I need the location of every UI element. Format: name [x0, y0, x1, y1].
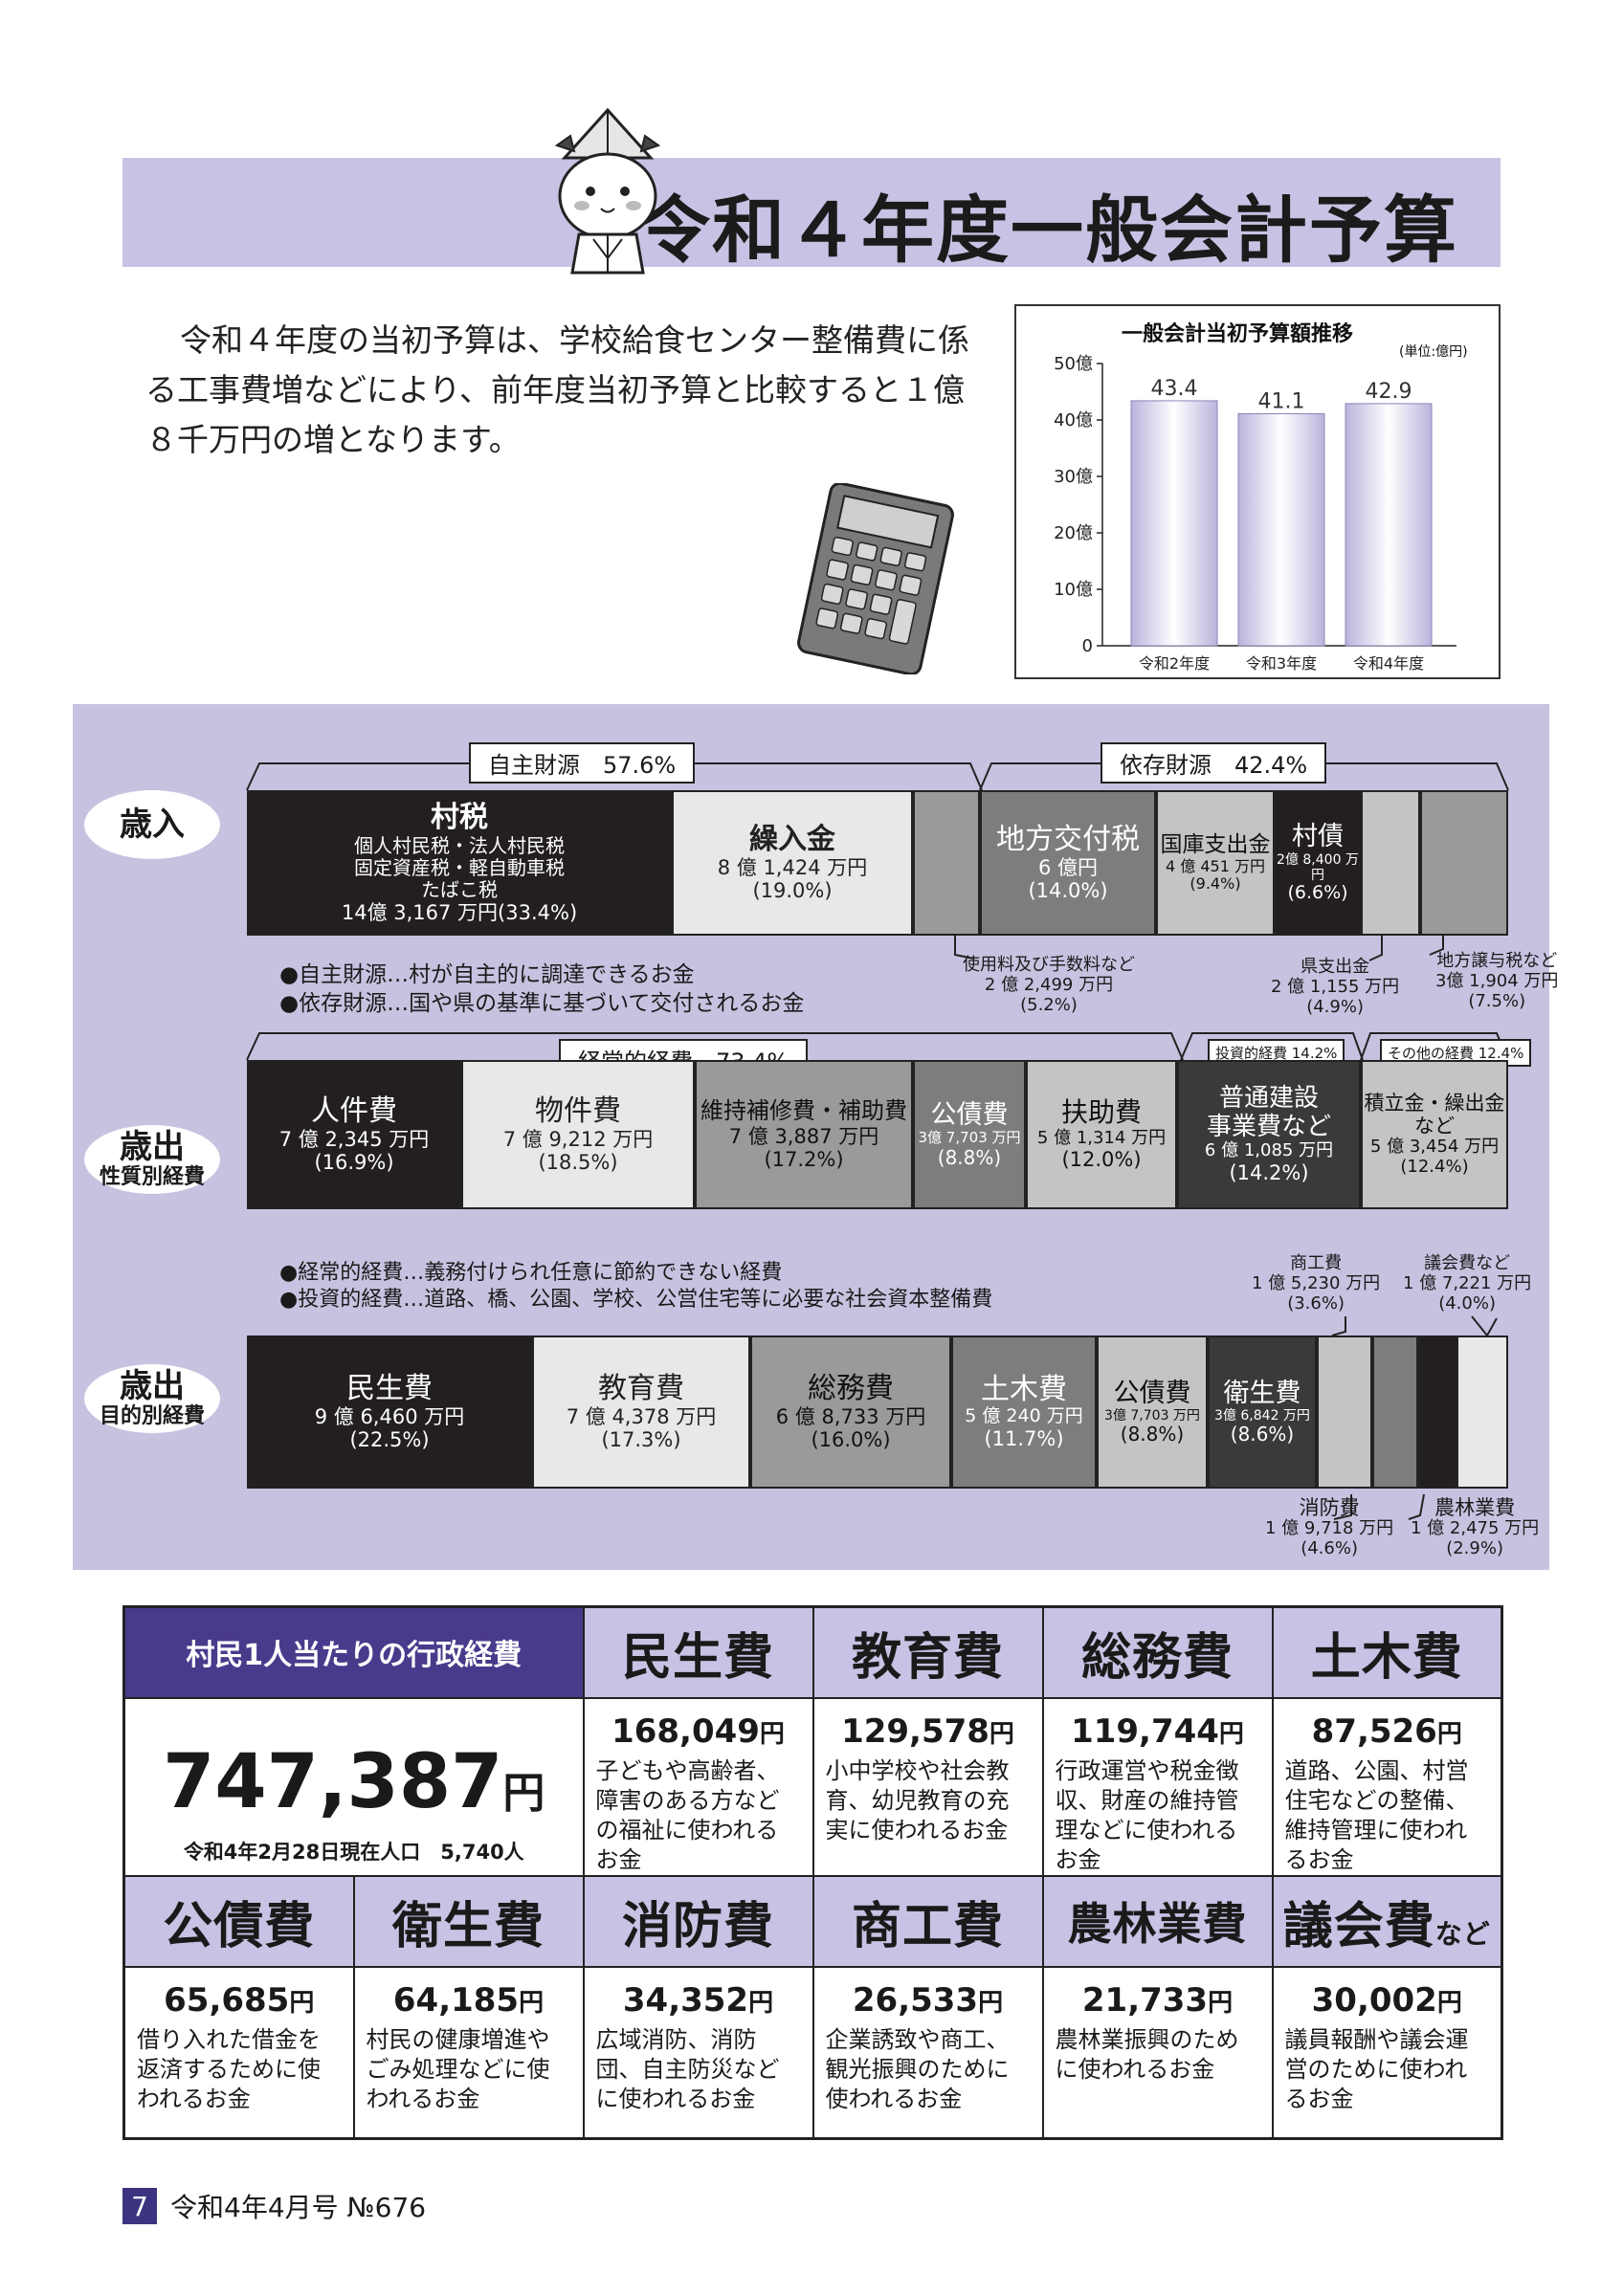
chart-bar: [1237, 413, 1325, 647]
revenue-prefecture-subsidy: [1361, 790, 1420, 936]
item-name: 土木費: [1271, 1605, 1503, 1699]
chart-title: 一般会計当初予算額推移: [1122, 321, 1353, 346]
revenue-local-allocation-tax: 地方交付税 6 億円 (14.0%): [980, 790, 1156, 936]
item-name: 消防費: [582, 1874, 814, 1968]
item-cell: 129,578円 小中学校や社会教育、幼児教育の充実に使われるお金: [812, 1696, 1044, 1877]
exp-welfare: 民生費 9 億 6,460 万円 (22.5%): [247, 1336, 532, 1489]
title-band: 令和４年度一般会計予算: [122, 158, 1501, 273]
y-tick-label: 30億: [1054, 467, 1093, 487]
item-name: 教育費: [812, 1605, 1044, 1699]
exp-assistance: 扶助費 5 億 1,314 万円 (12.0%): [1026, 1060, 1177, 1209]
callout-assembly: 議会費など 1 億 7,221 万円 (4.0%): [1403, 1253, 1532, 1314]
page-number: 7: [122, 2188, 157, 2224]
exp-reserves: 積立金・繰出金など 5 億 3,454 万円 (12.4%): [1361, 1060, 1508, 1209]
item-cell: 21,733円 農林業振興のために使われるお金: [1041, 1965, 1274, 2140]
x-category-label: 令和4年度: [1353, 654, 1424, 673]
mascot-illustration: [554, 107, 661, 275]
y-tick-label: 10億: [1054, 580, 1093, 600]
page-title: 令和４年度一般会計予算: [637, 188, 1458, 273]
exp-fire: [1317, 1336, 1372, 1489]
item-cell: 34,352円 広域消防、消防団、自主防災などに使われるお金: [582, 1965, 814, 2140]
dependent-revenue-label: 依存財源 42.4%: [1101, 742, 1327, 784]
exp-maintenance: 維持補修費・補助費 7 億 3,887 万円 (17.2%): [695, 1060, 913, 1209]
exp-debt: 公債費 3億 7,703 万円 (8.8%): [1097, 1336, 1208, 1489]
chart-bar: [1130, 400, 1218, 647]
item-name: 衛生費: [352, 1874, 585, 1968]
item-cell: 30,002円 議員報酬や議会運営のために使われるお金: [1271, 1965, 1503, 2140]
item-cell: 168,049円 子どもや高齢者、障害のある方などの福祉に使われるお金: [582, 1696, 814, 1877]
exp-purpose-label: 歳出 目的別経費: [84, 1364, 220, 1433]
item-cell: 87,526円 道路、公園、村営住宅などの整備、維持管理に使われるお金: [1271, 1696, 1503, 1877]
x-category-label: 令和3年度: [1246, 654, 1317, 673]
per-capita-total: 747,387円 令和4年2月28日現在人口 5,740人: [122, 1696, 585, 1877]
per-capita-heading: 村民1人当たりの行政経費: [122, 1605, 585, 1699]
chart-svg: 一般会計当初予算額推移 (単位:億円) 0 10億 20億 30億 40億 50億 43.4…: [1054, 321, 1468, 673]
chart-bar: [1345, 403, 1433, 647]
budget-breakdown-panel: 自主財源 57.6% 依存財源 42.4% 歳入 村税 個人村民税・法人村民税 …: [73, 704, 1558, 1570]
y-tick-label: 40億: [1054, 410, 1093, 430]
exp-general-affairs: 総務費 6 億 8,733 万円 (16.0%): [750, 1336, 951, 1489]
bar-value-label: 43.4: [1151, 377, 1198, 401]
revenue-label: 歳入: [84, 790, 220, 859]
bar-value-label: 42.9: [1366, 380, 1412, 404]
exp-education: 教育費 7 億 4,378 万円 (17.3%): [532, 1336, 750, 1489]
exp-note-investment: ●投資的経費…道路、橋、公園、学校、公営住宅等に必要な社会資本整備費: [279, 1288, 993, 1312]
exp-assembly: [1456, 1336, 1508, 1489]
item-name: 民生費: [582, 1605, 814, 1699]
bar-value-label: 41.1: [1258, 390, 1305, 414]
callout-prefecture: 県支出金 2 億 1,155 万円 (4.9%): [1271, 957, 1400, 1017]
calculator-illustration: [797, 483, 954, 674]
exp-agriculture: [1418, 1336, 1456, 1489]
y-tick-label: 20億: [1054, 523, 1093, 543]
callout-agriculture: 農林業費 1 億 2,475 万円 (2.9%): [1411, 1496, 1540, 1559]
y-tick-label: 0: [1082, 636, 1093, 656]
item-name: 商工費: [812, 1874, 1044, 1968]
issue-label: 令和4年4月号 №676: [170, 2192, 427, 2223]
item-cell: 26,533円 企業誘致や商工、観光振興のために使われるお金: [812, 1965, 1044, 2140]
exp-personnel: 人件費 7 億 2,345 万円 (16.9%): [247, 1060, 461, 1209]
exp-commerce: [1372, 1336, 1418, 1489]
total-amount: 747,387円: [163, 1738, 545, 1825]
revenue-village-bond: 村債 2億 8,400 万円 (6.6%): [1275, 790, 1361, 936]
revenue-fees: [913, 790, 980, 936]
callout-fees: 使用料及び手数料など 2 億 2,499 万円 (5.2%): [963, 955, 1135, 1015]
page-footer: 7 令和4年4月号 №676: [122, 2187, 426, 2225]
per-capita-table: 村民1人当たりの行政経費 民生費 教育費 総務費 土木費 747,387円 令和…: [122, 1605, 1503, 2140]
revenue-village-tax: 村税 個人村民税・法人村民税 固定資産税・軽自動車税 たばこ税 14億 3,16…: [247, 790, 672, 936]
item-name: 公債費: [122, 1874, 355, 1968]
exp-construction: 普通建設 事業費など 6 億 1,085 万円 (14.2%): [1177, 1060, 1361, 1209]
callout-transfer-tax: 地方譲与税など 3億 1,904 万円 (7.5%): [1435, 951, 1559, 1011]
item-cell: 64,185円 村民の健康増進やごみ処理などに使われるお金: [352, 1965, 585, 2140]
chart-unit: (単位:億円): [1399, 344, 1468, 360]
item-name: 議会費など: [1271, 1874, 1503, 1968]
revenue-national-subsidy: 国庫支出金 4 億 451 万円 (9.4%): [1156, 790, 1275, 936]
revenue-local-transfer-tax: [1420, 790, 1508, 936]
callout-fire: 消防費 1 億 9,718 万円 (4.6%): [1265, 1496, 1394, 1559]
exp-civil-engineering: 土木費 5 億 240 万円 (11.7%): [951, 1336, 1097, 1489]
budget-trend-chart: 一般会計当初予算額推移 (単位:億円) 0 10億 20億 30億 40億 50億 43.4…: [1014, 304, 1501, 679]
revenue-note-own: ●自主財源…村が自主的に調達できるお金: [279, 962, 695, 987]
revenue-transfer: 繰入金 8 億 1,424 万円 (19.0%): [672, 790, 913, 936]
exp-debt-service: 公債費 3億 7,703 万円 (8.8%): [913, 1060, 1026, 1209]
intro-paragraph: 令和４年度の当初予算は、学校給食センター整備費に係る工事費増などにより、前年度当…: [145, 321, 969, 458]
item-cell: 119,744円 行政運営や税金徴収、財産の維持管理などに使われるお金: [1041, 1696, 1274, 1877]
revenue-note-dependent: ●依存財源…国や県の基準に基づいて交付されるお金: [279, 991, 805, 1016]
own-revenue-label: 自主財源 57.6%: [469, 742, 696, 784]
exp-note-recurring: ●経常的経費…義務付けられ任意に節約できない経費: [279, 1261, 783, 1285]
exp-supplies: 物件費 7 億 9,212 万円 (18.5%): [461, 1060, 695, 1209]
exp-nature-label: 歳出 性質別経費: [84, 1125, 220, 1194]
item-name: 農林業費: [1041, 1874, 1274, 1968]
callout-commerce: 商工費 1 億 5,230 万円 (3.6%): [1252, 1253, 1381, 1314]
x-category-label: 令和2年度: [1139, 654, 1210, 673]
exp-health: 衛生費 3億 6,842 万円 (8.6%): [1208, 1336, 1317, 1489]
population-note: 令和4年2月28日現在人口 5,740人: [183, 1840, 524, 1864]
item-cell: 65,685円 借り入れた借金を返済するために使われるお金: [122, 1965, 355, 2140]
item-name: 総務費: [1041, 1605, 1274, 1699]
y-tick-label: 50億: [1054, 354, 1093, 374]
